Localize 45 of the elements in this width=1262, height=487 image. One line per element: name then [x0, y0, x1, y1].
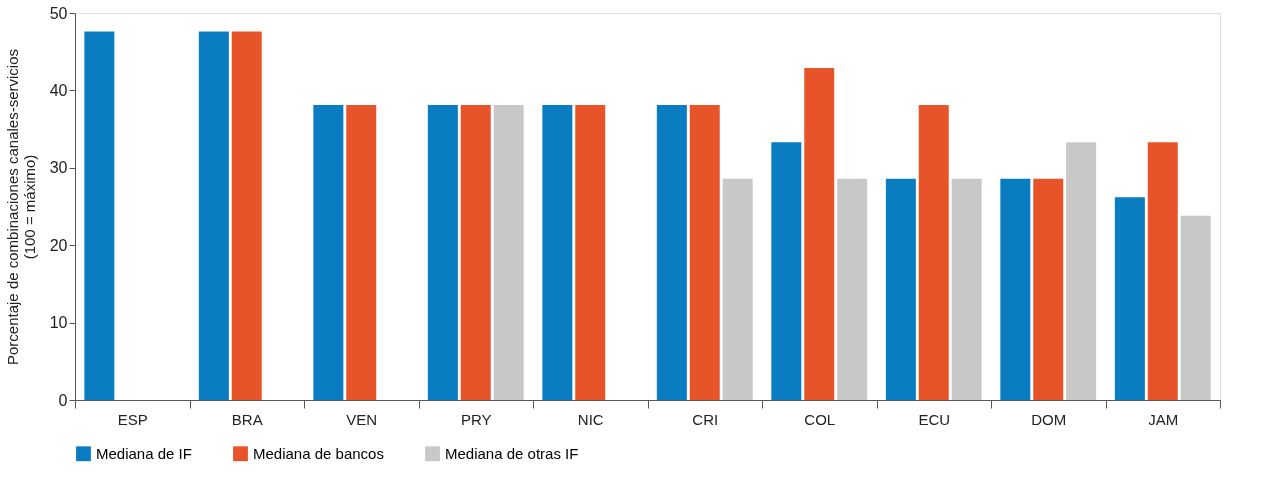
- bar: [1180, 215, 1211, 400]
- bar: [1033, 178, 1064, 400]
- bar: [837, 178, 868, 400]
- bar: [1147, 142, 1178, 400]
- bar: [493, 105, 524, 400]
- bar: [1114, 197, 1145, 400]
- bar: [346, 105, 377, 400]
- bar: [1000, 178, 1031, 400]
- x-tick-label: CRI: [692, 410, 719, 428]
- legend-label: Mediana de IF: [96, 444, 192, 462]
- bar: [689, 105, 720, 400]
- x-tick-label: ESP: [117, 410, 148, 428]
- bar: [198, 31, 229, 400]
- bar: [918, 105, 949, 400]
- y-tick-label: 0: [58, 391, 68, 409]
- legend-label: Mediana de bancos: [253, 444, 384, 462]
- bar: [575, 105, 606, 400]
- y-tick-label: 10: [49, 314, 68, 332]
- y-tick-label: 40: [49, 81, 68, 99]
- y-tick-label: 20: [49, 236, 68, 254]
- x-tick-label: JAM: [1148, 410, 1179, 428]
- x-tick-label: COL: [804, 410, 836, 428]
- y-tick-label: 50: [49, 4, 68, 22]
- bar: [771, 142, 802, 400]
- bar: [84, 31, 115, 400]
- bar: [1066, 142, 1097, 400]
- x-tick-label: BRA: [231, 410, 263, 428]
- legend-label: Mediana de otras IF: [445, 444, 579, 462]
- y-axis-title: Porcentaje de combinaciones canales-servicios (100 = máximo): [3, 49, 38, 365]
- bar: [951, 178, 982, 400]
- x-tick-label: ECU: [918, 410, 951, 428]
- x-tick-label: PRY: [460, 410, 492, 428]
- x-tick-label: NIC: [577, 410, 604, 428]
- bar: [804, 67, 835, 400]
- bar: [542, 105, 573, 400]
- bar: [656, 105, 687, 400]
- bar: [427, 105, 458, 400]
- bar: [460, 105, 491, 400]
- bar: [231, 31, 262, 400]
- bar: [885, 178, 916, 400]
- x-tick-label: VEN: [346, 410, 378, 428]
- x-tick-label: DOM: [1031, 410, 1067, 428]
- bar: [722, 178, 753, 400]
- bar: [313, 105, 344, 400]
- y-tick-label: 30: [49, 159, 68, 177]
